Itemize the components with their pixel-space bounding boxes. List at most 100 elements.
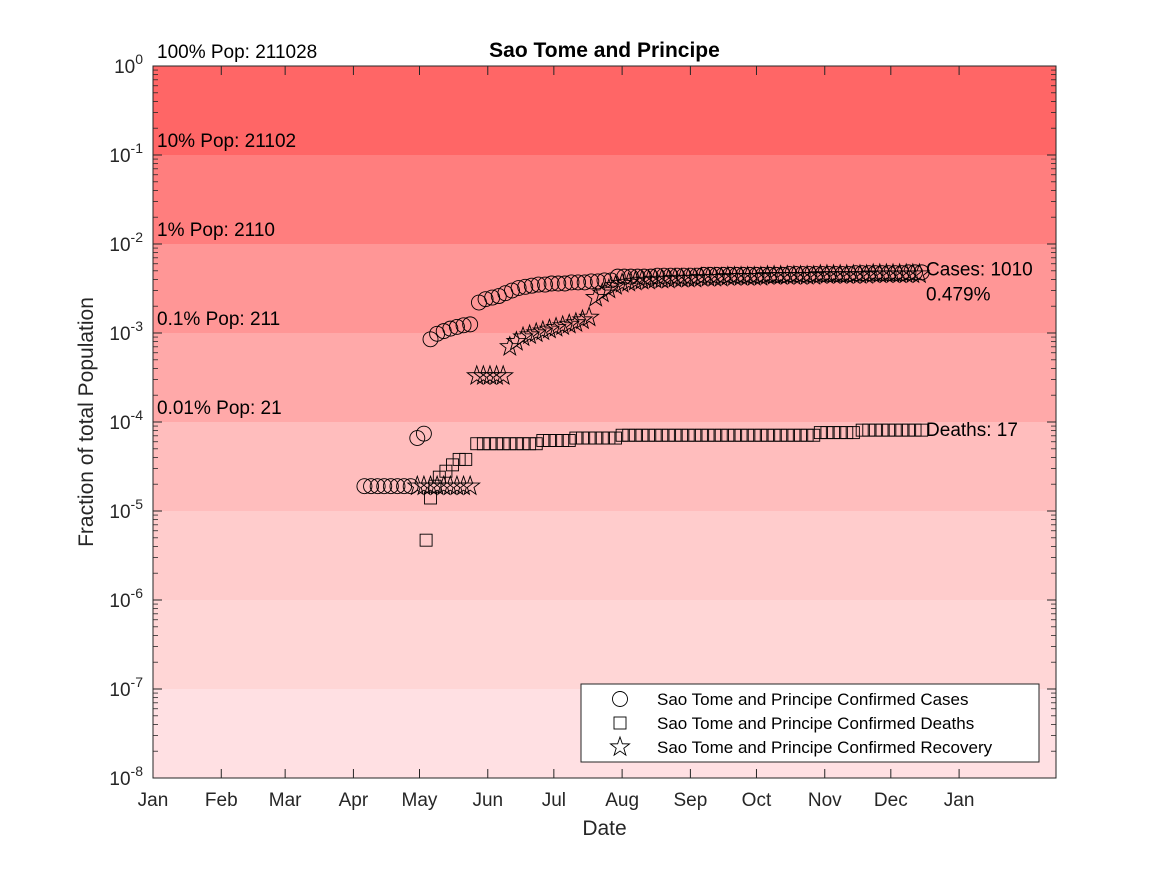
death-point: [787, 428, 801, 442]
x-tick-label: Jun: [472, 790, 503, 811]
x-tick-label: May: [402, 790, 438, 811]
series-star: [406, 262, 931, 496]
x-tick-label: Apr: [339, 790, 369, 811]
death-point: [496, 437, 510, 451]
y-tick-label: 10-8: [109, 763, 143, 790]
case-point: [715, 266, 732, 283]
death-point: [714, 428, 728, 442]
recovery-point: [532, 319, 554, 341]
x-tick-label: Dec: [874, 790, 908, 811]
recovery-point: [743, 265, 766, 286]
series-square: [419, 423, 929, 547]
death-point: [800, 428, 814, 442]
case-point: [455, 317, 472, 334]
recovery-point: [750, 265, 772, 286]
x-tick-label: Feb: [205, 790, 238, 811]
death-point: [576, 431, 589, 445]
death-point: [681, 428, 695, 442]
recovery-point: [498, 335, 521, 356]
death-point: [582, 431, 596, 445]
annotation-2: Deaths: 17: [926, 420, 1018, 441]
recovery-point: [650, 268, 673, 289]
death-point: [562, 434, 576, 447]
recovery-point: [855, 263, 878, 285]
death-point: [708, 428, 722, 442]
band-label-1: 10% Pop: 21102: [157, 131, 296, 152]
recovery-point: [512, 325, 534, 347]
recovery-point: [571, 308, 594, 330]
death-point: [901, 423, 915, 437]
case-point: [462, 316, 479, 333]
recovery-point: [545, 316, 567, 337]
death-point: [807, 428, 821, 442]
case-point: [583, 273, 600, 290]
recovery-point: [637, 269, 660, 290]
death-point: [780, 428, 794, 442]
y-tick-label: 100: [114, 51, 143, 78]
death-point: [459, 452, 473, 466]
death-point: [503, 437, 517, 451]
legend-entry: Sao Tome and Principe Confirmed Deaths: [657, 714, 974, 733]
recovery-point: [591, 281, 614, 303]
case-point: [490, 288, 507, 305]
y-axis-title: Fraction of total Population: [75, 297, 98, 547]
death-point: [882, 423, 896, 437]
case-point: [376, 478, 393, 495]
death-point: [833, 426, 847, 440]
death-point: [694, 428, 708, 442]
death-point: [774, 428, 788, 442]
x-tick-label: Jul: [542, 790, 566, 811]
y-tick-label: 10-1: [109, 140, 143, 167]
death-point: [595, 431, 609, 445]
recovery-point: [677, 267, 700, 288]
recovery-point: [710, 266, 733, 287]
death-point: [701, 428, 715, 442]
band-label-0: 100% Pop: 211028: [157, 42, 317, 63]
band-label-3: 0.1% Pop: 211: [157, 309, 280, 330]
recovery-point: [902, 262, 924, 284]
death-point: [794, 428, 807, 442]
death-point: [419, 533, 433, 547]
death-point: [688, 428, 702, 442]
recovery-point: [558, 313, 581, 334]
case-point: [517, 278, 534, 295]
death-point: [470, 437, 484, 451]
case-point: [504, 282, 520, 299]
x-tick-label: Aug: [605, 790, 639, 811]
legend-star-icon: [609, 735, 631, 757]
case-point: [363, 478, 379, 495]
legend-square-icon: [613, 716, 627, 730]
death-point: [622, 428, 636, 442]
x-tick-label: Jan: [138, 790, 169, 811]
death-point: [602, 431, 616, 445]
recovery-point: [631, 269, 653, 290]
case-point: [556, 275, 573, 292]
case-point: [510, 280, 527, 296]
case-point: [537, 276, 553, 293]
death-point: [609, 431, 622, 445]
case-point: [389, 478, 406, 495]
x-tick-label: Mar: [269, 790, 302, 811]
annotation-1: 0.479%: [926, 285, 991, 306]
death-point: [556, 434, 570, 447]
death-point: [741, 428, 755, 442]
population-bands: [153, 66, 1056, 778]
case-point: [695, 266, 712, 283]
death-point: [761, 428, 774, 442]
recovery-point: [492, 364, 515, 386]
x-tick-label: Nov: [808, 790, 842, 811]
case-point: [543, 275, 560, 292]
death-point: [820, 426, 834, 440]
death-point: [754, 428, 768, 442]
x-axis-title: Date: [582, 817, 626, 840]
case-point: [448, 318, 465, 335]
recovery-point: [505, 330, 528, 351]
death-point: [655, 428, 669, 442]
death-point: [569, 431, 583, 445]
death-point: [767, 428, 781, 442]
death-point: [875, 423, 889, 437]
death-point: [648, 428, 662, 442]
recovery-point: [538, 317, 561, 339]
death-point: [908, 423, 922, 437]
recovery-point: [703, 266, 726, 287]
